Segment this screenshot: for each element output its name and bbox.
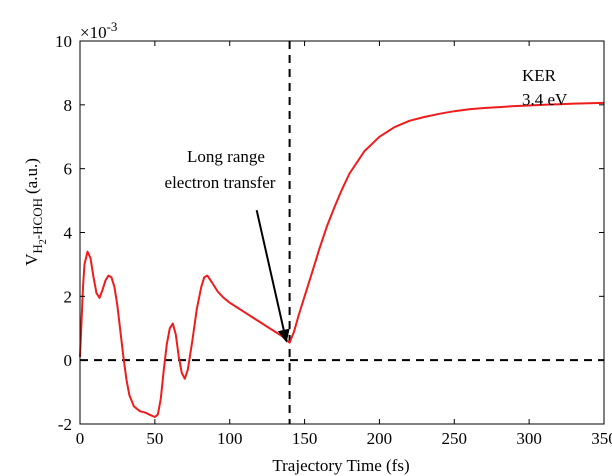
x-tick-label: 50: [146, 429, 163, 448]
x-axis-label: Trajectory Time (fs): [272, 456, 409, 475]
x-tick-label: 300: [516, 429, 542, 448]
arrow-shaft: [255, 209, 285, 331]
y-multiplier-base: ×10: [80, 23, 107, 42]
series-layer: [79, 101, 605, 418]
y-tick-label: 10: [55, 32, 72, 51]
annotation-ker-line1: KER: [522, 66, 557, 85]
y-tick-label: -2: [58, 415, 72, 434]
y-axis-label-sub-2: 2: [38, 239, 49, 244]
y-tick-label: 8: [64, 96, 73, 115]
series-line-0: [79, 101, 605, 418]
x-tick-label: 150: [292, 429, 318, 448]
annotation-ker-line2: 3.4 eV: [522, 90, 568, 109]
x-tick-label: 100: [217, 429, 243, 448]
reference-lines: [80, 41, 604, 424]
x-tick-label: 0: [76, 429, 85, 448]
y-axis-label: VH2-HCOH (a.u.): [22, 158, 49, 266]
y-tick-label: 4: [64, 224, 73, 243]
annotation-transfer-line1: Long range: [187, 147, 265, 166]
annotation-transfer-line2: electron transfer: [165, 173, 276, 192]
y-axis-label-sub-h: H: [30, 244, 45, 253]
x-tick-label: 250: [442, 429, 468, 448]
y-multiplier-exponent: -3: [107, 19, 118, 34]
y-axis-label-main: V: [22, 253, 41, 266]
y-tick-label: 2: [64, 287, 73, 306]
y-axis-label-sub-rest: -HCOH: [30, 198, 45, 239]
y-tick-label: 0: [64, 351, 73, 370]
x-tick-label: 350: [591, 429, 612, 448]
arrow: [255, 209, 290, 343]
y-tick-label: 6: [64, 160, 73, 179]
y-axis-label-unit: (a.u.): [22, 158, 41, 194]
x-tick-label: 200: [367, 429, 393, 448]
arrow-head: [277, 328, 290, 343]
y-multiplier-label: ×10-3: [80, 19, 117, 42]
